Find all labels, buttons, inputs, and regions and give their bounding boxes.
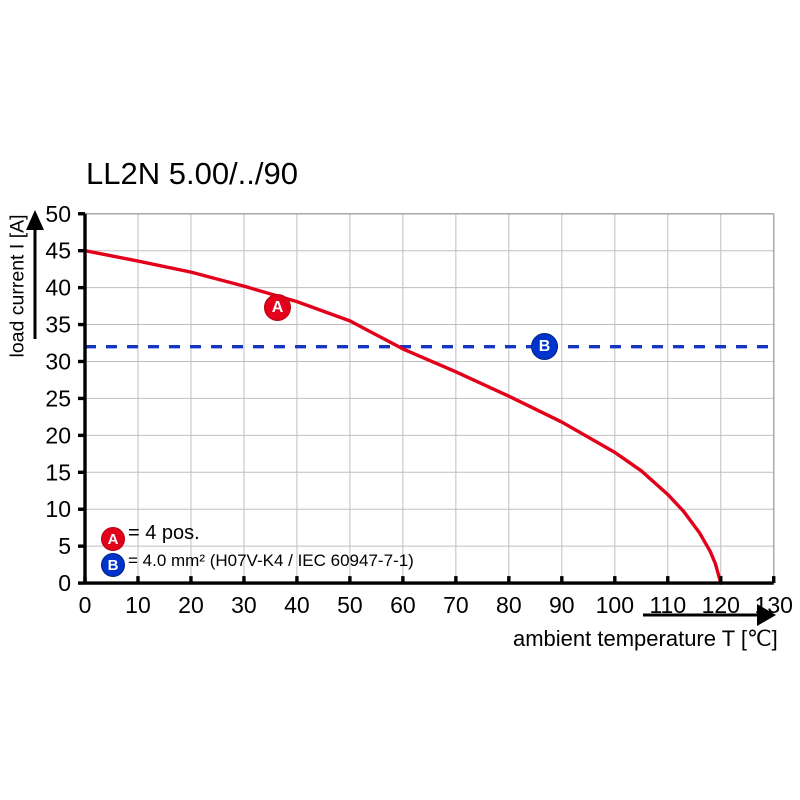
- svg-text:45: 45: [45, 238, 71, 264]
- svg-text:0: 0: [58, 570, 71, 596]
- svg-text:50: 50: [45, 201, 71, 227]
- svg-text:100: 100: [596, 592, 634, 618]
- svg-text:60: 60: [390, 592, 416, 618]
- svg-text:80: 80: [496, 592, 522, 618]
- svg-text:40: 40: [45, 275, 71, 301]
- svg-text:25: 25: [45, 385, 71, 411]
- svg-text:70: 70: [443, 592, 469, 618]
- svg-text:5: 5: [58, 533, 71, 559]
- svg-text:30: 30: [231, 592, 257, 618]
- svg-text:50: 50: [337, 592, 363, 618]
- svg-text:35: 35: [45, 312, 71, 338]
- svg-text:0: 0: [79, 592, 92, 618]
- svg-text:15: 15: [45, 459, 71, 485]
- svg-text:40: 40: [284, 592, 310, 618]
- svg-text:20: 20: [178, 592, 204, 618]
- svg-text:90: 90: [549, 592, 575, 618]
- svg-text:10: 10: [125, 592, 151, 618]
- svg-text:30: 30: [45, 348, 71, 374]
- svg-text:20: 20: [45, 422, 71, 448]
- svg-text:10: 10: [45, 496, 71, 522]
